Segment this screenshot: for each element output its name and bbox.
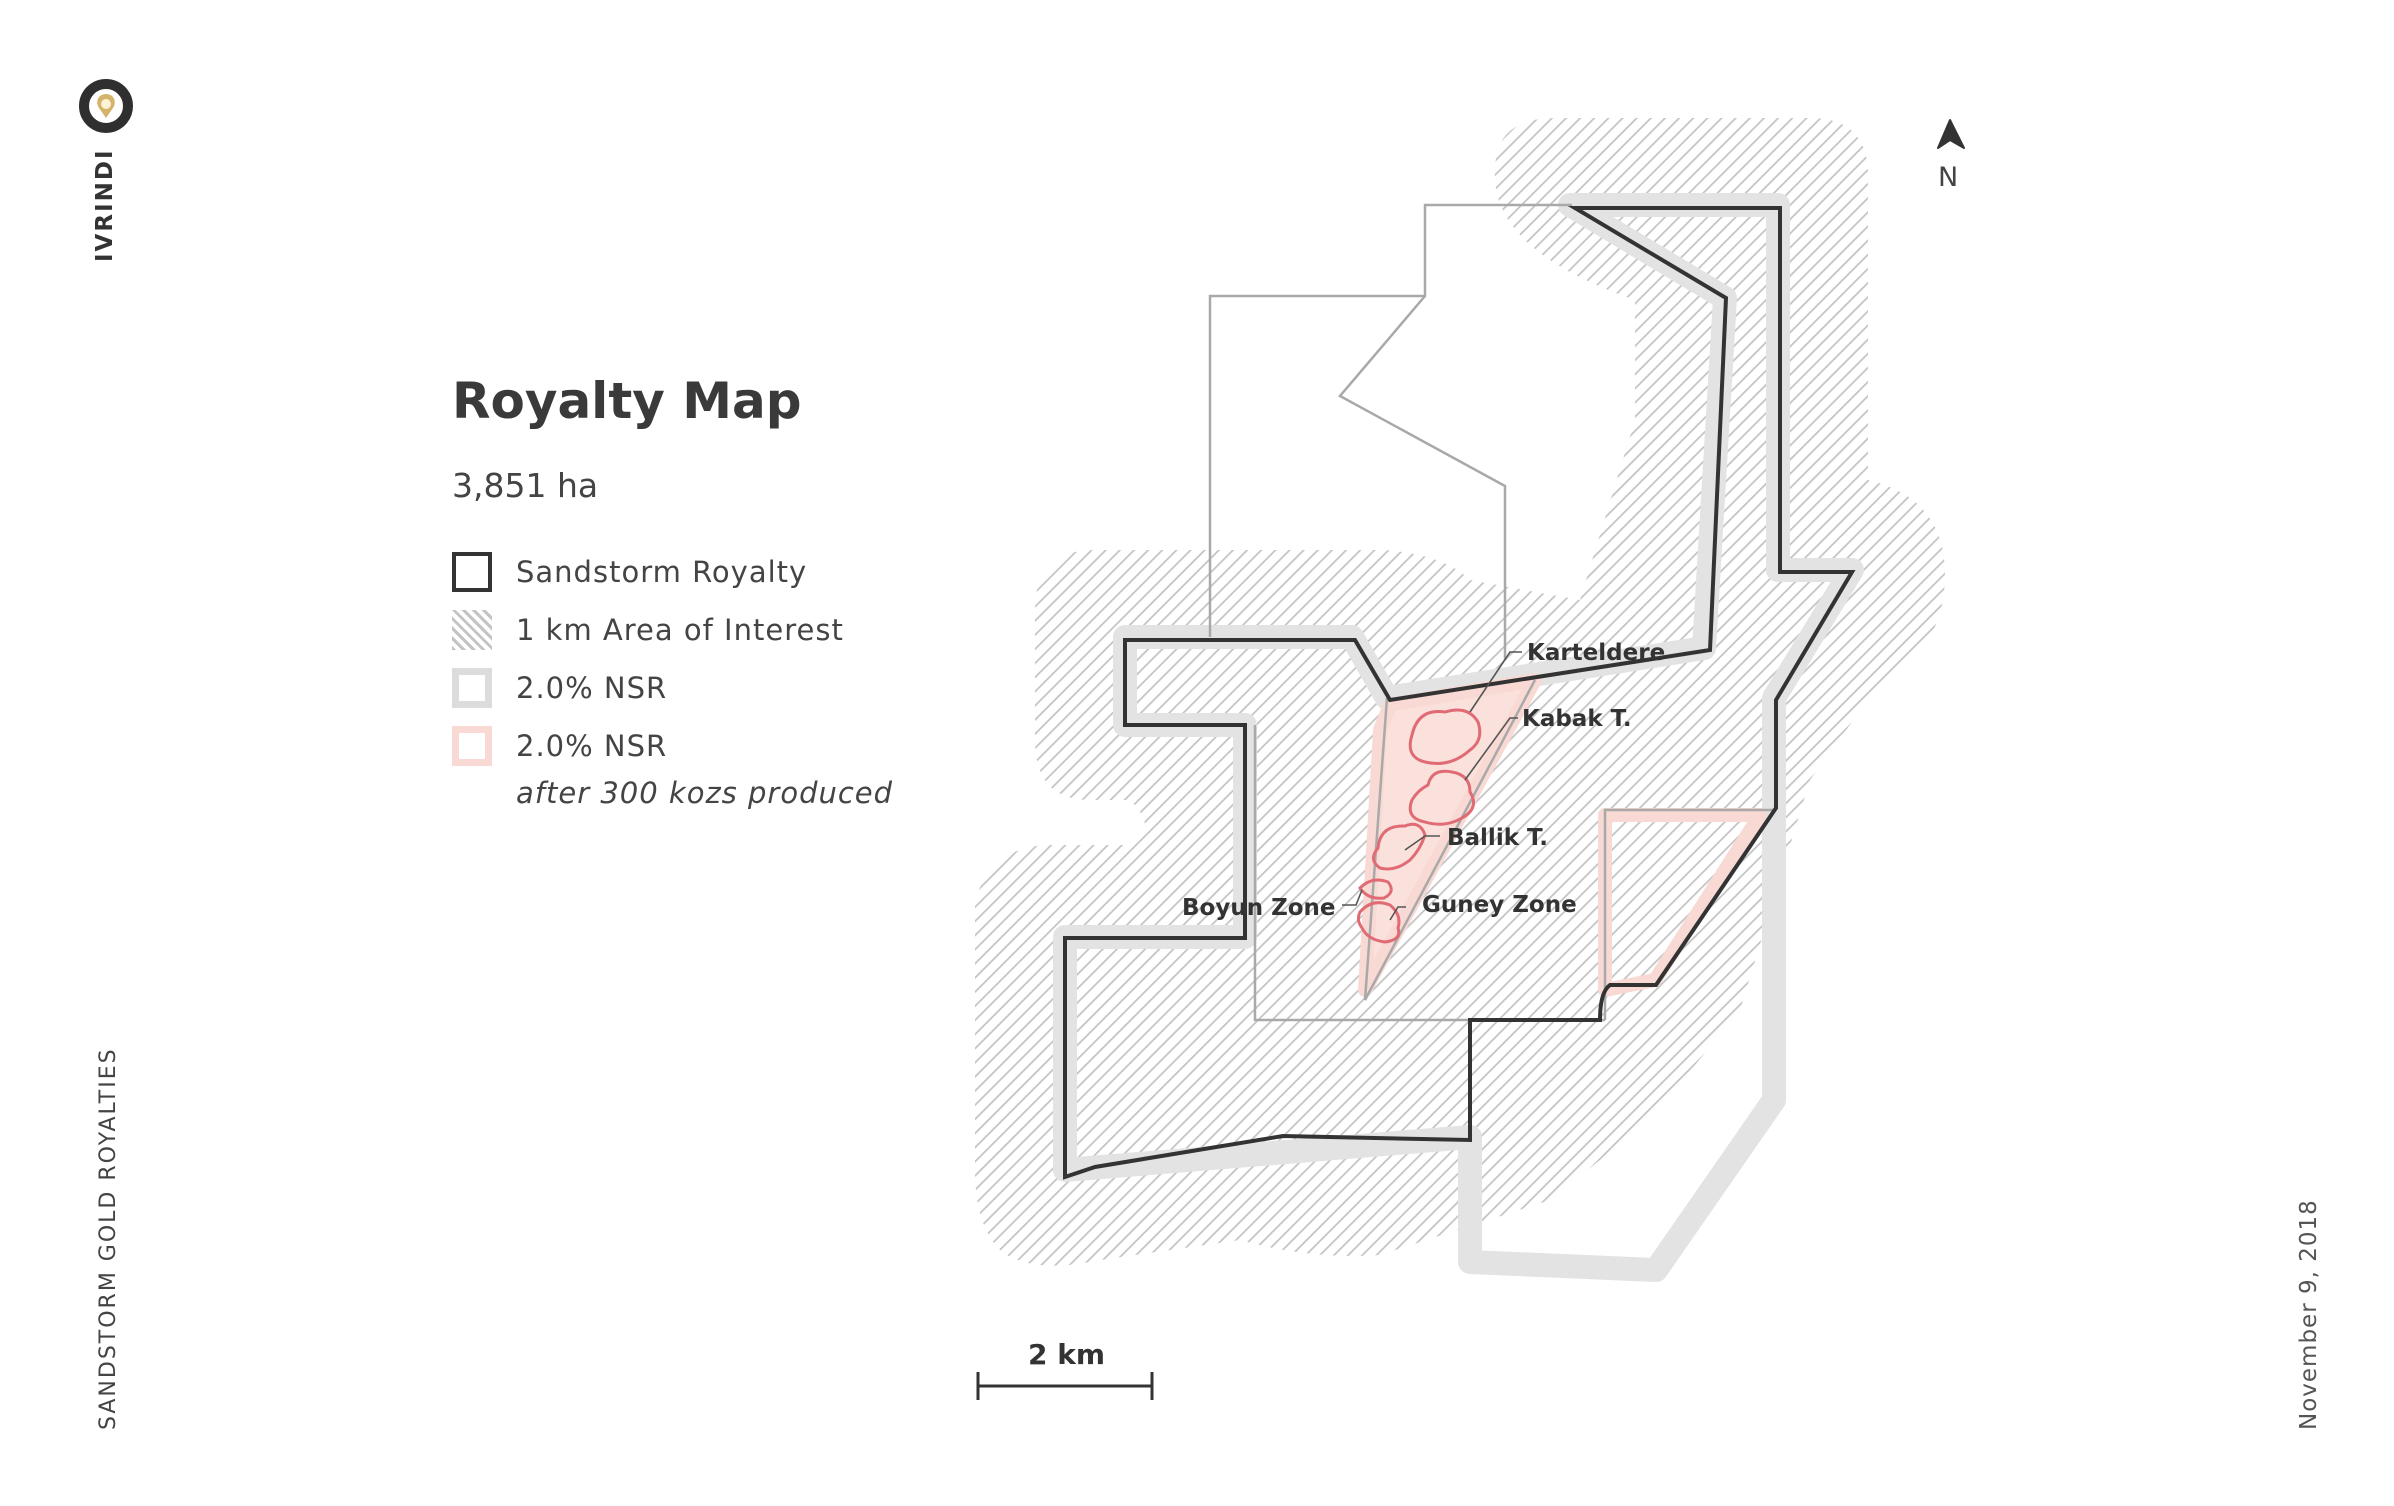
karteldere-deposit xyxy=(1408,708,1482,765)
sandstorm-royalty-outline xyxy=(1063,206,1856,1180)
nsr-swatch xyxy=(452,668,492,708)
guney-deposit xyxy=(1356,901,1401,944)
zone-label-kabak: Kabak T. xyxy=(1522,706,1632,732)
legend-item-nsr-pink: 2.0% NSR xyxy=(452,726,667,766)
leader-lines xyxy=(1342,651,1522,921)
company-logo xyxy=(79,79,133,133)
aoi-swatch xyxy=(452,610,492,650)
scale-bar xyxy=(976,1372,1154,1400)
scale-label: 2 km xyxy=(1028,1338,1105,1371)
grey-boundary xyxy=(1208,203,1572,660)
zone-label-ballik: Ballik T. xyxy=(1447,825,1548,851)
zone-label-boyun: Boyun Zone xyxy=(1182,895,1336,921)
legend-label: Sandstorm Royalty xyxy=(516,555,808,589)
map-area: 3,851 ha xyxy=(452,466,599,505)
grey-triangle xyxy=(1363,679,1537,1001)
legend-item-nsr: 2.0% NSR xyxy=(452,668,667,708)
legend-label: 1 km Area of Interest xyxy=(516,613,844,647)
grey-east-block xyxy=(1603,808,1775,1020)
legend-item-aoi: 1 km Area of Interest xyxy=(452,610,844,650)
zone-label-karteldere: Karteldere xyxy=(1527,640,1665,666)
royalty-swatch xyxy=(452,552,492,592)
legend-sublabel: after 300 kozs produced xyxy=(516,776,894,810)
map-title: Royalty Map xyxy=(452,372,802,430)
north-label: N xyxy=(1938,162,1958,193)
legend-item-royalty: Sandstorm Royalty xyxy=(452,552,807,592)
north-arrow-icon xyxy=(1937,119,1965,149)
deposit-outlines xyxy=(1356,708,1482,944)
ballik-deposit xyxy=(1372,822,1427,871)
kabak-deposit xyxy=(1408,769,1476,826)
boyun-deposit xyxy=(1358,878,1393,900)
zone-label-guney: Guney Zone xyxy=(1422,892,1577,918)
nsr-pink-swatch xyxy=(452,726,492,766)
legend-label: 2.0% NSR xyxy=(516,729,668,763)
legend-label: 2.0% NSR xyxy=(516,671,668,705)
